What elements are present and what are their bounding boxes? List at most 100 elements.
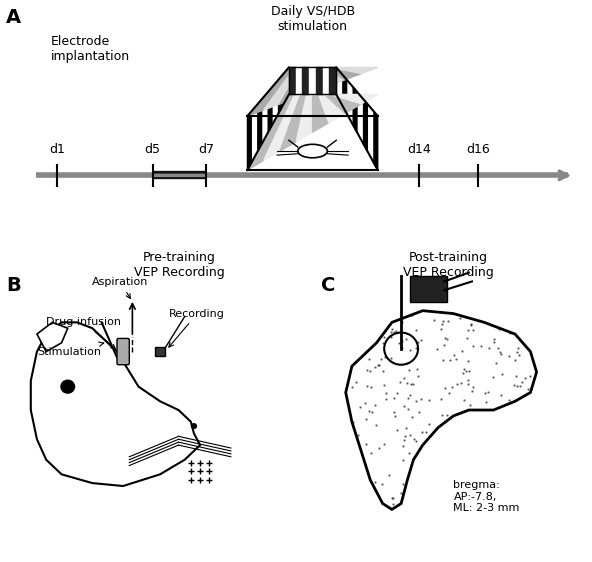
Polygon shape	[357, 92, 362, 142]
Bar	[156, 347, 165, 356]
Point	[398, 441, 408, 450]
Polygon shape	[268, 85, 274, 132]
Polygon shape	[318, 67, 345, 85]
PathPatch shape	[346, 311, 536, 509]
Point	[430, 315, 439, 324]
Polygon shape	[297, 67, 313, 98]
Point	[455, 314, 465, 323]
Polygon shape	[330, 67, 336, 94]
Point	[440, 333, 449, 342]
FancyBboxPatch shape	[410, 275, 448, 302]
Point	[379, 332, 388, 341]
Point	[437, 411, 446, 420]
Text: B: B	[6, 275, 21, 294]
Point	[451, 355, 461, 364]
Point	[374, 361, 383, 370]
Point	[362, 439, 371, 448]
Point	[386, 353, 395, 362]
Point	[491, 358, 501, 367]
Point	[347, 382, 356, 391]
Point	[411, 343, 421, 352]
Point	[511, 356, 520, 365]
Point	[362, 382, 372, 391]
Point	[390, 407, 399, 416]
Point	[398, 343, 407, 352]
Point	[405, 366, 414, 375]
Polygon shape	[295, 67, 303, 94]
Polygon shape	[309, 67, 316, 94]
Polygon shape	[342, 74, 347, 114]
Text: Post-training
VEP Recording: Post-training VEP Recording	[403, 251, 494, 279]
Point	[523, 384, 533, 393]
Point	[433, 345, 442, 353]
Polygon shape	[367, 104, 372, 161]
Point	[514, 351, 524, 360]
Polygon shape	[280, 94, 307, 151]
Point	[440, 383, 450, 392]
Text: d5: d5	[144, 143, 161, 156]
Point	[490, 335, 499, 344]
Point	[424, 420, 434, 429]
Text: d7: d7	[198, 143, 214, 156]
Point	[411, 436, 421, 445]
Point	[436, 395, 446, 404]
Point	[366, 382, 376, 391]
Point	[463, 379, 472, 388]
Point	[397, 488, 406, 497]
Point	[348, 418, 358, 427]
Point	[517, 377, 527, 386]
Point	[458, 369, 468, 378]
Point	[411, 396, 420, 405]
Point	[504, 351, 514, 360]
Point	[379, 380, 388, 389]
Point	[436, 325, 445, 334]
Point	[465, 366, 474, 375]
Point	[376, 354, 385, 363]
Point	[464, 325, 473, 334]
Polygon shape	[318, 94, 345, 123]
Point	[362, 414, 371, 423]
Point	[351, 378, 361, 387]
Text: C: C	[321, 275, 336, 294]
Point	[398, 479, 407, 488]
Point	[513, 382, 522, 391]
Point	[468, 383, 478, 392]
Polygon shape	[284, 67, 289, 104]
Text: Pre-training
VEP Recording: Pre-training VEP Recording	[134, 251, 225, 279]
Polygon shape	[313, 94, 329, 132]
Point	[414, 407, 424, 416]
Point	[509, 380, 518, 389]
Polygon shape	[289, 67, 295, 94]
Point	[378, 366, 388, 375]
Point	[365, 407, 374, 416]
Point	[410, 434, 419, 443]
Point	[416, 336, 426, 345]
Point	[461, 366, 471, 375]
Polygon shape	[330, 67, 378, 74]
Polygon shape	[330, 94, 378, 104]
Polygon shape	[258, 98, 263, 151]
Point	[476, 342, 485, 351]
Point	[387, 493, 397, 502]
Point	[504, 395, 513, 404]
Point	[374, 361, 384, 370]
Point	[453, 379, 462, 388]
Point	[459, 396, 468, 405]
Point	[442, 334, 452, 343]
Point	[371, 478, 380, 487]
Point	[377, 479, 387, 488]
Point	[403, 359, 412, 368]
Point	[403, 405, 413, 414]
Polygon shape	[324, 94, 362, 114]
Polygon shape	[247, 94, 295, 170]
Text: Stimulation: Stimulation	[37, 342, 104, 356]
Text: Daily VS/HDB
stimulation: Daily VS/HDB stimulation	[271, 6, 355, 33]
Point	[387, 328, 396, 337]
Point	[495, 325, 504, 334]
Point	[386, 333, 395, 342]
Point	[397, 318, 406, 327]
Point	[496, 391, 506, 400]
Point	[394, 338, 403, 347]
Point	[445, 355, 455, 364]
Text: Aspiration: Aspiration	[92, 277, 149, 298]
